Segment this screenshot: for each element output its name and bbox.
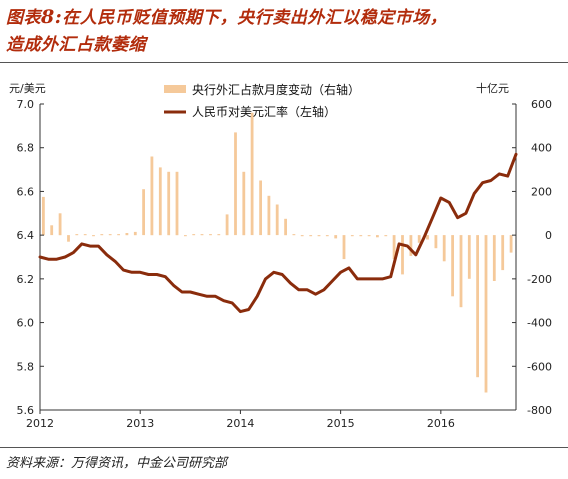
title-figure-number: 8: — [41, 6, 63, 28]
chart-title-line-1: 图表8:在人民币贬值预期下，央行卖出外汇以稳定市场， — [6, 4, 562, 32]
left-axis-tick-label: 5.8 — [17, 360, 35, 373]
right-axis-tick-label: 0 — [545, 229, 552, 242]
right-axis-tick-label: -200 — [527, 273, 552, 286]
bar-mark — [309, 235, 313, 237]
bar-mark — [75, 234, 79, 236]
bar-mark — [509, 235, 513, 253]
bar-mark — [409, 235, 413, 256]
legend: 央行外汇占款月度变动（右轴） 人民币对美元汇率（左轴） — [164, 82, 360, 119]
bar-mark — [67, 235, 70, 242]
left-axis-tick-label: 6.4 — [17, 229, 35, 242]
bar-mark — [83, 234, 87, 236]
bar-mark — [192, 234, 196, 236]
bar-mark — [50, 225, 54, 236]
bar-mark — [167, 171, 171, 236]
bar-mark — [376, 235, 379, 238]
right-axis-tick-label: 400 — [531, 142, 552, 155]
x-axis-tick-label: 2013 — [126, 417, 154, 430]
left-axis-tick-label: 7.0 — [17, 98, 35, 111]
right-axis-tick-label: -400 — [527, 317, 552, 330]
line-series — [38, 152, 518, 314]
bar-mark — [234, 132, 237, 236]
bar-mark — [92, 235, 95, 237]
source-note: 资料来源：万得资讯，中金公司研究部 — [6, 456, 228, 471]
bar-mark — [125, 233, 129, 236]
left-axis-tick-label: 6.6 — [17, 185, 35, 198]
bar-mark — [317, 235, 321, 237]
bar-mark — [217, 234, 221, 236]
top-divider — [0, 62, 568, 63]
bar-mark — [259, 180, 262, 236]
bar-mark — [442, 235, 446, 262]
legend-bar-label: 央行外汇占款月度变动（右轴） — [192, 82, 360, 97]
left-axis-tick-label: 6.8 — [17, 142, 35, 155]
title-line1-text: 在人民币贬值预期下，央行卖出外汇以稳定市场， — [62, 8, 448, 28]
x-axis-tick-label: 2016 — [427, 417, 455, 430]
bar-mark — [158, 167, 162, 236]
x-axis-tick-label: 2015 — [327, 417, 355, 430]
bar-mark — [434, 235, 438, 249]
legend-line-label: 人民币对美元汇率（左轴） — [192, 104, 336, 119]
title-figure-prefix: 图表 — [6, 8, 41, 28]
x-axis-tick-label: 2014 — [226, 417, 254, 430]
chart-title-line-2: 造成外汇占款萎缩 — [6, 35, 146, 55]
bar-mark — [501, 235, 505, 271]
bar-mark — [225, 214, 229, 236]
x-axis-tick-label: 2012 — [26, 417, 54, 430]
bar-mark — [392, 235, 396, 260]
bar-mark — [58, 213, 62, 236]
bar-mark — [484, 235, 488, 393]
bar-mark — [267, 195, 271, 236]
chart-title: 图表8:在人民币贬值预期下，央行卖出外汇以稳定市场， 造成外汇占款萎缩 — [6, 4, 562, 59]
bar-mark — [275, 204, 279, 236]
bar-mark — [292, 234, 296, 236]
bar-mark — [359, 235, 363, 237]
bar-mark — [350, 235, 354, 237]
bar-mark — [300, 235, 304, 237]
axes: 7.0 6.8 6.6 6.4 6.2 6.0 5.8 5.6 600 400 200 0 -200 -4… — [17, 98, 553, 430]
bar-mark — [334, 235, 338, 239]
bar-mark — [100, 234, 104, 236]
bar-mark — [367, 235, 371, 237]
left-axis-tick-label: 6.2 — [17, 273, 35, 286]
legend-bar-swatch — [164, 85, 186, 93]
right-axis-tick-label: 200 — [531, 185, 552, 198]
bottom-divider — [0, 447, 568, 448]
bar-mark — [200, 234, 204, 236]
right-axis-unit: 十亿元 — [476, 81, 509, 95]
bar-mark — [492, 235, 496, 281]
bar-mark — [426, 235, 429, 240]
bar-mark — [284, 218, 287, 236]
bar-mark — [142, 189, 145, 236]
bar-mark — [401, 235, 404, 275]
bar-mark — [133, 231, 137, 236]
bar-mark — [175, 171, 179, 236]
bar-series — [42, 112, 513, 393]
bar-mark — [108, 234, 112, 236]
bar-mark — [417, 235, 421, 243]
left-axis-tick-label: 5.6 — [17, 404, 35, 417]
bar-mark — [459, 235, 463, 308]
bar-mark — [325, 235, 329, 237]
bar-mark — [451, 235, 454, 297]
bar-mark — [250, 112, 254, 236]
bar-mark — [184, 235, 187, 237]
bar-mark — [342, 235, 346, 260]
right-axis-tick-label: -600 — [527, 360, 552, 373]
exchange-rate-line — [38, 152, 518, 314]
right-axis-tick-label: -800 — [527, 404, 552, 417]
bar-mark — [42, 196, 45, 236]
right-axis-tick-label: 600 — [531, 98, 552, 111]
bar-mark — [467, 235, 471, 279]
bar-mark — [242, 171, 246, 236]
bar-mark — [209, 234, 212, 236]
left-axis-tick-label: 6.0 — [17, 317, 35, 330]
left-axis-unit: 元/美元 — [9, 82, 46, 95]
bar-mark — [476, 235, 479, 378]
bar-mark — [384, 235, 388, 237]
bar-mark — [150, 156, 154, 236]
bar-mark — [117, 234, 120, 236]
